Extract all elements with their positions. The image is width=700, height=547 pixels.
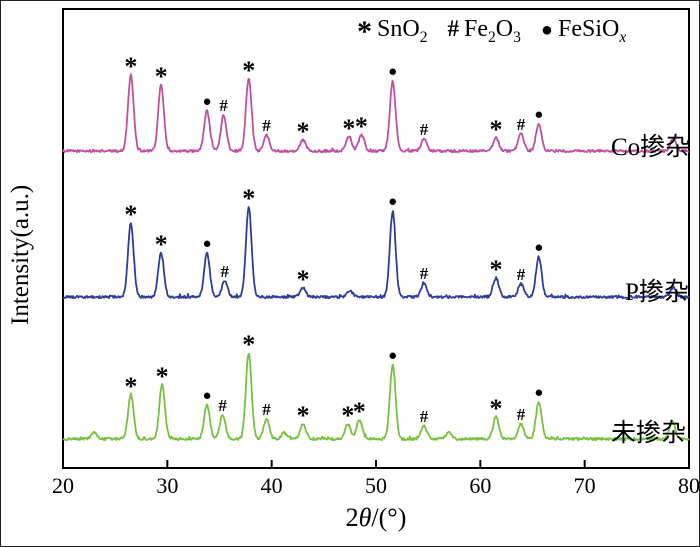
legend-label-Fe2O3: Fe2O3 <box>463 16 521 46</box>
peak-marker: # <box>420 264 429 283</box>
x-axis-label-part: /(°) <box>371 503 407 532</box>
peak-marker: ● <box>202 388 211 404</box>
x-tick-label: 80 <box>678 473 700 498</box>
x-axis-label-part: θ <box>358 503 372 532</box>
peak-marker: * <box>155 230 168 259</box>
peak-marker: ● <box>202 236 211 252</box>
peak-marker: # <box>262 400 271 419</box>
series-label-undoped: 未掺杂 <box>611 420 687 447</box>
peak-marker: * <box>242 184 255 213</box>
series-label-p-doped: P掺杂 <box>625 279 689 306</box>
peak-marker: * <box>489 255 502 284</box>
peak-marker: # <box>220 262 229 281</box>
peak-marker: # <box>262 116 271 135</box>
peak-marker: * <box>342 114 355 143</box>
x-tick-label: 30 <box>156 473 178 498</box>
peak-marker: # <box>218 396 227 415</box>
peak-marker: * <box>242 56 255 85</box>
xrd-trace-2 <box>62 352 690 442</box>
y-axis-label: Intensity(a.u.) <box>7 184 34 325</box>
peak-marker: * <box>489 394 502 423</box>
peak-marker: # <box>219 96 228 115</box>
peak-marker: ● <box>388 64 397 80</box>
x-tick-label: 20 <box>52 473 74 498</box>
legend-item-FeSiOx: ● FeSiOx <box>540 16 627 46</box>
peak-marker: * <box>242 330 255 359</box>
legend-label-FeSiOx: FeSiOx <box>558 16 627 46</box>
legend-item-SnO2: * SnO2 <box>357 15 428 48</box>
peak-marker: * <box>355 112 368 141</box>
x-axis-label-part: 2 <box>345 503 359 532</box>
xrd-trace-1 <box>62 206 690 300</box>
peak-marker: ● <box>202 94 211 110</box>
peak-marker: # <box>517 405 526 424</box>
x-tick-label: 40 <box>261 473 283 498</box>
peak-marker: * <box>296 265 309 294</box>
x-tick-label: 60 <box>469 473 491 498</box>
peak-marker: * <box>296 401 309 430</box>
x-tick-label: 50 <box>365 473 387 498</box>
peak-marker: * <box>124 200 137 229</box>
legend-symbol-FeSiOx: ● <box>540 19 554 41</box>
peak-marker: * <box>489 115 502 144</box>
peak-marker: ● <box>388 194 397 210</box>
peak-marker: * <box>156 362 169 391</box>
peak-marker: # <box>517 265 526 284</box>
legend-item-Fe2O3: # Fe2O3 <box>447 16 521 46</box>
legend-symbol-Fe2O3: # <box>447 16 459 41</box>
peak-marker: ● <box>534 107 543 123</box>
xrd-trace-0 <box>62 73 690 154</box>
peak-marker: # <box>420 407 429 426</box>
chart-legend: * SnO2 # Fe2O3 ● FeSiOx <box>357 15 626 49</box>
peak-marker: * <box>353 397 366 426</box>
legend-symbol-SnO2: * <box>357 15 372 48</box>
peak-marker: * <box>341 401 354 430</box>
peak-marker: * <box>124 52 137 81</box>
peak-marker: ● <box>534 385 543 401</box>
peak-marker: * <box>296 117 309 146</box>
peak-marker: # <box>517 115 526 134</box>
series-label-co-doped: Co掺杂 <box>611 134 691 161</box>
peak-marker: ● <box>388 348 397 364</box>
peak-marker: * <box>155 62 168 91</box>
x-tick-label: 70 <box>574 473 596 498</box>
peak-marker: # <box>420 120 429 139</box>
peak-marker: * <box>124 372 137 401</box>
legend-label-SnO2: SnO2 <box>377 16 428 46</box>
x-axis-label: 2θ/(°) <box>51 503 699 533</box>
peak-marker: ● <box>534 240 543 256</box>
